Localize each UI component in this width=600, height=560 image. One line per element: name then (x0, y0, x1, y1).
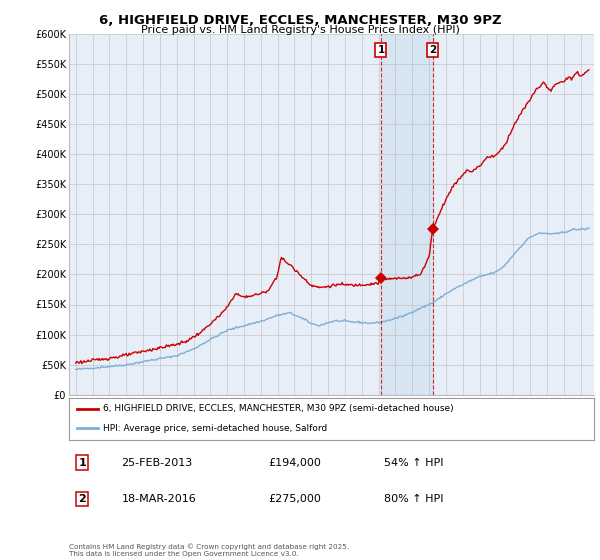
Text: HPI: Average price, semi-detached house, Salford: HPI: Average price, semi-detached house,… (103, 424, 328, 433)
Text: Contains HM Land Registry data © Crown copyright and database right 2025.
This d: Contains HM Land Registry data © Crown c… (69, 544, 349, 557)
Text: 1: 1 (78, 458, 86, 468)
Text: Price paid vs. HM Land Registry's House Price Index (HPI): Price paid vs. HM Land Registry's House … (140, 25, 460, 35)
Text: 1: 1 (377, 45, 385, 55)
Text: 6, HIGHFIELD DRIVE, ECCLES, MANCHESTER, M30 9PZ: 6, HIGHFIELD DRIVE, ECCLES, MANCHESTER, … (98, 14, 502, 27)
Text: 54% ↑ HPI: 54% ↑ HPI (384, 458, 443, 468)
Text: 2: 2 (429, 45, 436, 55)
Text: 80% ↑ HPI: 80% ↑ HPI (384, 494, 443, 504)
Text: 25-FEB-2013: 25-FEB-2013 (121, 458, 193, 468)
Text: 18-MAR-2016: 18-MAR-2016 (121, 494, 196, 504)
Text: £194,000: £194,000 (269, 458, 322, 468)
Text: £275,000: £275,000 (269, 494, 322, 504)
Bar (381, 34, 433, 395)
Text: 6, HIGHFIELD DRIVE, ECCLES, MANCHESTER, M30 9PZ (semi-detached house): 6, HIGHFIELD DRIVE, ECCLES, MANCHESTER, … (103, 404, 454, 413)
Text: 2: 2 (78, 494, 86, 504)
